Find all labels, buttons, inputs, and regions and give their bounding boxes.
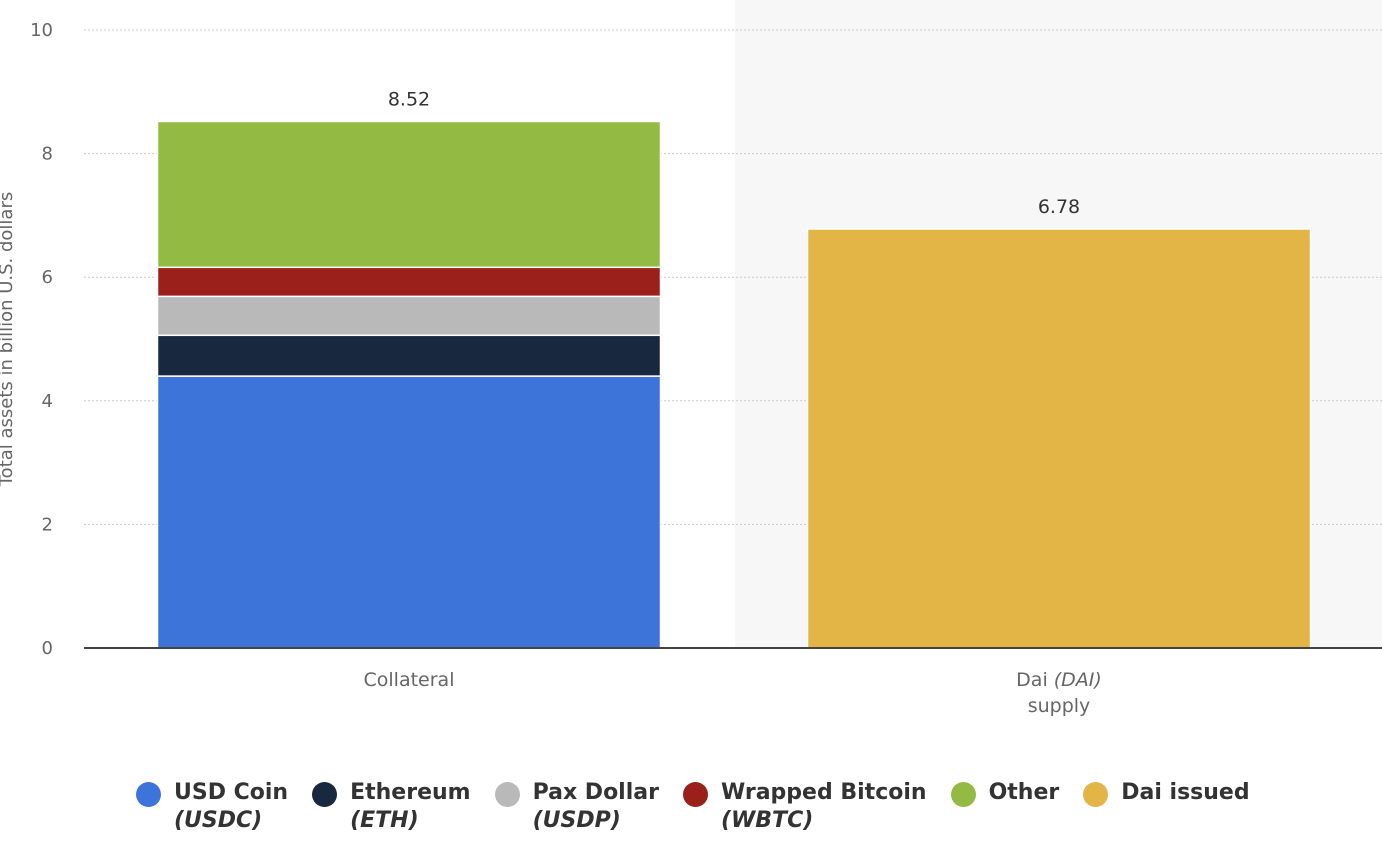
legend-item[interactable]: Pax Dollar (USDP) [494,778,659,834]
x-category-label: Collateral [364,669,455,691]
x-category-label: Dai (DAI) [1016,669,1102,691]
y-tick-label: 2 [42,514,53,535]
legend-label: Ethereum (ETH) [350,780,471,833]
legend-item[interactable]: Other [950,778,1060,834]
legend-swatch-icon [682,782,708,807]
bar-segment-ethereum [156,334,662,377]
bar-total-label: 6.78 [1038,196,1080,218]
legend-item[interactable]: Dai issued [1083,778,1250,834]
y-tick-label: 10 [30,20,53,41]
legend-label: Other [988,780,1060,805]
legend-swatch-icon [136,782,161,807]
legend-item[interactable]: USD Coin (USDC) [136,778,288,834]
legend-item[interactable]: Ethereum (ETH) [312,778,471,834]
bar-total-label: 8.52 [388,88,430,110]
y-tick-label: 8 [42,144,53,165]
category-labels: Collateral Dai (DAI) supply [364,669,1102,717]
legend-item[interactable]: Wrapped Bitcoin (WBTC) [682,778,927,834]
x-category-label-line2: supply [1028,695,1091,717]
y-axis-label: Total assets in billion U.S. dollars [0,192,17,488]
legend-label: Wrapped Bitcoin (WBTC) [720,780,927,833]
bar-segment-pax-dollar [156,295,662,337]
y-tick-label: 0 [42,638,53,659]
legend-swatch-icon [494,782,520,807]
y-axis-ticks: 0 2 4 6 8 10 [30,20,53,659]
legend-label: USD Coin (USDC) [174,780,289,833]
y-tick-label: 4 [42,391,53,412]
bar-segment-wrapped-bitcoin [156,266,662,298]
legend-label: Pax Dollar (USDP) [532,780,659,833]
legend: USD Coin (USDC) Ethereum (ETH) Pax Dollar (US… [136,778,1274,834]
total-value-labels: 8.52 6.78 [388,88,1080,218]
legend-swatch-icon [1083,782,1109,807]
legend-swatch-icon [312,782,338,807]
legend-label: Dai issued [1121,780,1250,805]
bar-segment-dai-issued [806,228,1312,649]
legend-swatch-icon [950,782,976,807]
bar-segment-usd-coin [156,375,662,649]
bars [156,120,1312,649]
y-tick-label: 6 [42,267,53,288]
bar-segment-other [156,120,662,269]
